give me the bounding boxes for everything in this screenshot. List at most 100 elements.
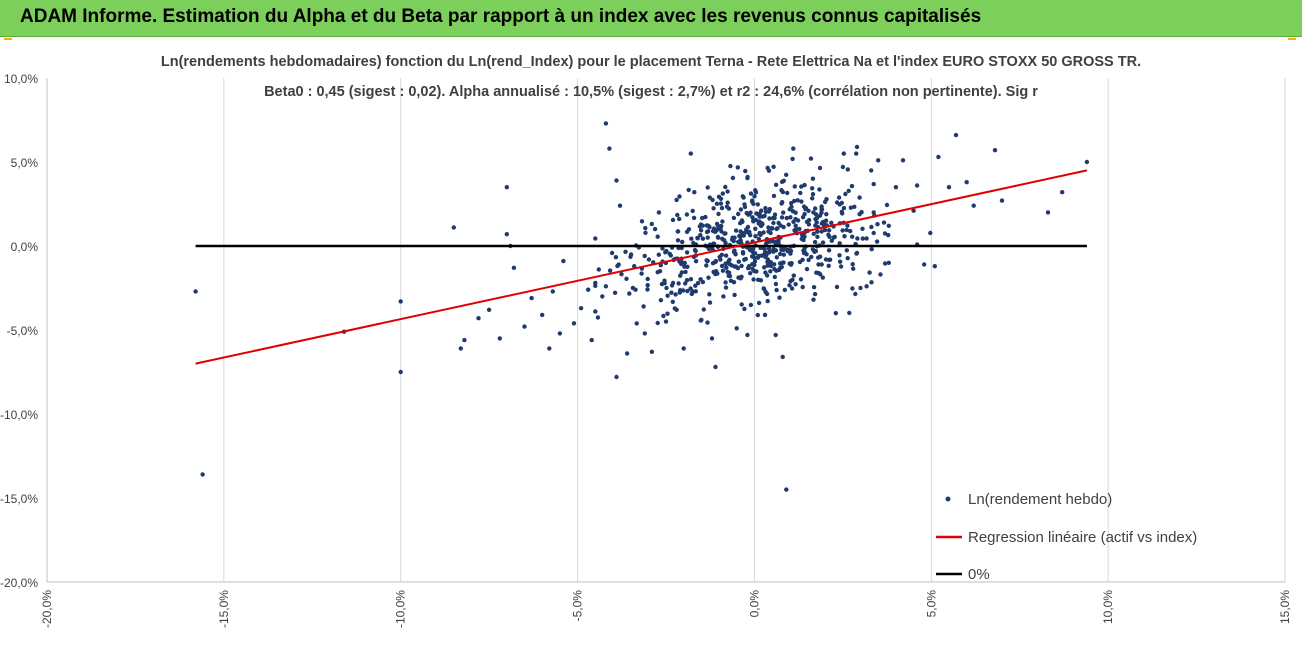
y-tick-label: 10,0%: [4, 72, 38, 86]
data-point: [852, 204, 857, 209]
data-point: [794, 226, 799, 232]
data-point: [641, 304, 646, 309]
data-point: [596, 267, 601, 272]
data-point: [758, 222, 764, 228]
data-point: [695, 280, 701, 286]
data-point: [787, 283, 792, 288]
data-point: [803, 206, 808, 212]
data-point: [829, 238, 834, 243]
data-point: [753, 188, 758, 193]
data-point: [723, 240, 728, 246]
data-point: [791, 146, 796, 151]
data-point: [655, 234, 660, 239]
data-point: [766, 246, 772, 251]
data-point: [808, 156, 814, 161]
data-point: [619, 272, 624, 277]
data-point: [705, 235, 710, 240]
data-point: [725, 189, 730, 194]
data-point: [836, 195, 842, 200]
data-point: [668, 253, 673, 258]
data-point: [705, 258, 710, 264]
data-point: [698, 277, 703, 282]
data-point: [628, 252, 634, 257]
data-point: [844, 248, 849, 253]
data-point: [451, 225, 456, 230]
data-point: [736, 211, 741, 217]
data-point: [193, 289, 198, 294]
data-point: [720, 268, 726, 273]
data-point: [946, 185, 952, 190]
data-point: [718, 257, 723, 262]
data-point: [790, 277, 795, 282]
data-point: [893, 185, 899, 190]
data-point: [776, 241, 781, 246]
data-point: [869, 224, 874, 230]
data-point: [682, 264, 687, 269]
data-point: [765, 298, 770, 304]
data-point: [774, 287, 779, 293]
data-point: [670, 299, 675, 304]
data-point: [741, 195, 746, 200]
data-point: [200, 472, 205, 477]
data-point: [676, 281, 681, 286]
data-point: [777, 295, 782, 300]
y-tick-labels: 10,0% 5,0% 0,0% -5,0% -10,0% -15,0% -20,0%: [0, 72, 38, 590]
data-point: [845, 256, 850, 261]
data-point: [677, 216, 682, 222]
data-point: [624, 276, 629, 281]
data-point: [658, 263, 663, 268]
data-point: [646, 257, 652, 262]
data-point: [761, 230, 766, 235]
data-point: [658, 298, 664, 303]
data-point: [814, 220, 819, 225]
data-point: [769, 225, 775, 231]
data-point: [736, 259, 741, 264]
data-point: [851, 266, 856, 271]
data-point: [841, 205, 847, 211]
data-point: [766, 209, 772, 214]
data-point: [814, 215, 820, 221]
data-point: [649, 221, 654, 227]
data-point: [823, 218, 829, 223]
data-point: [757, 214, 762, 219]
data-point: [932, 264, 937, 269]
data-point: [802, 211, 807, 217]
data-point: [936, 154, 941, 160]
data-points: [193, 121, 1090, 492]
data-point: [757, 230, 762, 236]
data-point: [723, 231, 728, 236]
data-point: [820, 240, 826, 245]
scatter-chart: 10,0% 5,0% 0,0% -5,0% -10,0% -15,0% -20,0% -20…: [0, 54, 1292, 628]
data-point: [703, 214, 708, 220]
data-point: [788, 215, 793, 220]
data-point: [884, 202, 890, 208]
data-point: [784, 215, 789, 221]
data-point: [698, 228, 704, 233]
data-point: [850, 234, 855, 239]
data-point: [829, 220, 834, 225]
data-point: [786, 222, 791, 227]
x-tick-label: -20,0%: [40, 590, 54, 628]
data-point: [793, 216, 798, 222]
data-point: [750, 249, 755, 254]
data-point: [691, 240, 696, 246]
data-point: [661, 313, 666, 319]
y-tick-label: 0,0%: [11, 240, 39, 254]
data-point: [743, 168, 748, 174]
data-point: [882, 261, 888, 266]
data-point: [784, 487, 789, 492]
data-point: [781, 210, 786, 215]
data-point: [639, 219, 645, 224]
data-point: [732, 264, 737, 269]
data-point: [827, 257, 832, 263]
data-point: [777, 251, 783, 257]
data-point: [809, 254, 814, 260]
data-point: [971, 203, 976, 208]
data-point: [747, 229, 752, 235]
data-point: [762, 312, 768, 318]
data-point: [682, 260, 687, 266]
data-point: [845, 223, 850, 228]
data-point: [670, 280, 676, 286]
data-point: [571, 321, 577, 326]
data-point: [458, 346, 463, 351]
